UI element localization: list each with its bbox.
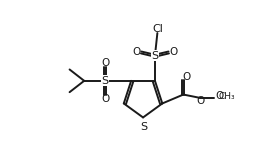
Text: O: O <box>101 58 109 68</box>
Text: O: O <box>182 72 191 82</box>
Text: O: O <box>132 47 140 58</box>
Text: O: O <box>101 94 109 104</box>
Text: S: S <box>140 122 147 132</box>
Text: S: S <box>152 51 158 61</box>
Text: O: O <box>196 96 205 106</box>
Text: O: O <box>170 47 178 58</box>
Text: Cl: Cl <box>152 24 163 34</box>
Text: O: O <box>215 92 223 101</box>
Text: CH₃: CH₃ <box>219 92 235 101</box>
Text: S: S <box>102 76 109 86</box>
